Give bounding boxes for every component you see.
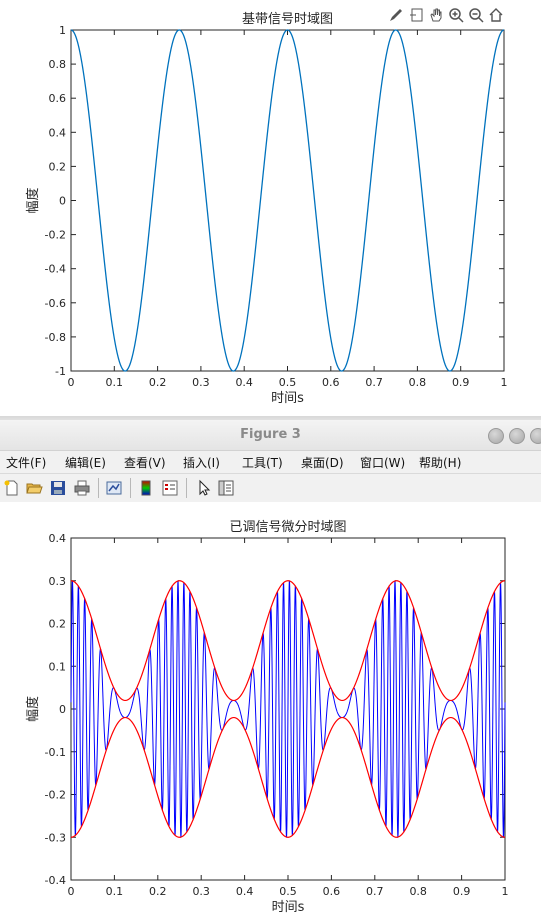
save-icon[interactable] <box>48 478 68 498</box>
x-tick-label: 0.8 <box>409 885 427 898</box>
y-tick-label: -0.2 <box>45 789 66 802</box>
x-tick-label: 0.4 <box>236 885 254 898</box>
y-axis-label: 幅度 <box>25 696 41 722</box>
x-tick-label: 0 <box>68 376 75 389</box>
x-tick-label: 0.5 <box>279 885 297 898</box>
toolbar-separator <box>98 478 99 498</box>
x-tick-label: 0.3 <box>192 885 210 898</box>
y-tick-label: 0.1 <box>49 660 67 673</box>
x-tick-label: 0 <box>68 885 75 898</box>
y-tick-label: -0.4 <box>45 263 66 276</box>
property-editor-icon[interactable] <box>216 478 236 498</box>
y-tick-label: -0.8 <box>45 331 66 344</box>
x-axis-label: 时间s <box>272 900 305 915</box>
upper-envelope-line <box>70 580 506 702</box>
baseband-series-line <box>70 29 505 372</box>
window-titlebar[interactable]: Figure 3 <box>0 420 541 451</box>
figure-toolbar <box>0 473 541 503</box>
zoom-out-icon[interactable] <box>467 6 485 24</box>
zoom-in-icon[interactable] <box>447 6 465 24</box>
y-tick-label: -0.2 <box>45 229 66 242</box>
colorbar-icon[interactable] <box>136 478 156 498</box>
toolbar-separator <box>186 478 187 498</box>
menu-tools[interactable]: 工具(T) <box>242 456 283 470</box>
x-tick-label: 0.4 <box>235 376 253 389</box>
pan-hand-icon[interactable] <box>427 6 445 24</box>
x-tick-label: 0.9 <box>453 885 471 898</box>
y-tick-label: -0.6 <box>45 297 66 310</box>
link-plot-icon[interactable] <box>104 478 124 498</box>
x-tick-label: 0.6 <box>322 376 340 389</box>
y-tick-label: -1 <box>55 365 66 378</box>
y-tick-label: 0 <box>59 195 66 208</box>
y-tick-label: 0.8 <box>49 58 67 71</box>
y-tick-label: 0.4 <box>49 126 67 139</box>
x-tick-label: 0.2 <box>149 376 167 389</box>
chart-title: 已调信号微分时域图 <box>229 520 346 535</box>
y-tick-label: 0.3 <box>49 575 67 588</box>
chart-title: 基带信号时域图 <box>242 12 333 27</box>
x-tick-label: 0.9 <box>452 376 470 389</box>
y-tick-label: -0.3 <box>45 831 66 844</box>
menu-window[interactable]: 窗口(W) <box>360 456 406 470</box>
modulated-derivative-chart: 0 0.1 0.2 0.3 0.4 0.5 0.6 0.7 0.8 0.9 1 -0.4 -0.3 -0.… <box>25 520 509 915</box>
y-tick-label: 0.2 <box>49 160 67 173</box>
menu-desktop[interactable]: 桌面(D) <box>301 456 344 470</box>
axes-box <box>70 29 505 372</box>
figure-baseband: 0 0.1 0.2 0.3 0.4 0.5 0.6 0.7 0.8 0.9 1 -1 -0.8 -0.6 -… <box>0 0 541 418</box>
axes-toolbar <box>387 6 505 24</box>
x-tick-label: 0.6 <box>323 885 341 898</box>
x-tick-label: 1 <box>502 885 509 898</box>
home-icon[interactable] <box>487 6 505 24</box>
new-figure-icon[interactable] <box>2 478 22 498</box>
y-tick-label: 0.4 <box>49 532 67 545</box>
minimize-button[interactable] <box>488 428 504 444</box>
x-tick-label: 0.8 <box>409 376 427 389</box>
open-file-icon[interactable] <box>24 478 44 498</box>
x-tick-label: 0.2 <box>149 885 167 898</box>
menu-view[interactable]: 查看(V) <box>124 456 166 470</box>
menu-help[interactable]: 帮助(H) <box>419 456 462 470</box>
x-tick-label: 0.3 <box>192 376 210 389</box>
y-tick-label: 0 <box>59 703 66 716</box>
data-cursor-icon[interactable] <box>407 6 425 24</box>
edit-arrow-icon[interactable] <box>194 478 214 498</box>
y-tick-label: -0.1 <box>45 746 66 759</box>
y-tick-label: -0.4 <box>45 874 66 887</box>
menu-bar: 文件(F) 编辑(E) 查看(V) 插入(I) 工具(T) 桌面(D) 窗口(W… <box>0 451 541 473</box>
figure-3-canvas: 0 0.1 0.2 0.3 0.4 0.5 0.6 0.7 0.8 0.9 1 -0.4 -0.3 -0.… <box>0 502 541 919</box>
x-tick-label: 0.1 <box>106 885 124 898</box>
toolbar-separator <box>130 478 131 498</box>
y-tick-label: 1 <box>59 24 66 37</box>
y-tick-label: 0.6 <box>49 92 67 105</box>
y-axis-label: 幅度 <box>25 187 41 213</box>
legend-icon[interactable] <box>160 478 180 498</box>
x-tick-label: 1 <box>501 376 508 389</box>
figure-3-window: Figure 3 文件(F) 编辑(E) 查看(V) 插入(I) 工具(T) 桌… <box>0 420 541 919</box>
menu-insert[interactable]: 插入(I) <box>183 456 220 470</box>
maximize-button[interactable] <box>509 428 525 444</box>
print-icon[interactable] <box>72 478 92 498</box>
x-tick-label: 0.5 <box>279 376 297 389</box>
brush-icon[interactable] <box>387 6 405 24</box>
x-tick-label: 0.7 <box>365 376 383 389</box>
baseband-chart: 0 0.1 0.2 0.3 0.4 0.5 0.6 0.7 0.8 0.9 1 -1 -0.8 -0.6 -… <box>25 12 508 406</box>
close-button[interactable] <box>530 428 541 444</box>
x-tick-label: 0.7 <box>366 885 384 898</box>
x-axis-label: 时间s <box>271 391 304 406</box>
menu-edit[interactable]: 编辑(E) <box>65 456 106 470</box>
x-tick-label: 0.1 <box>106 376 124 389</box>
menu-file[interactable]: 文件(F) <box>6 456 47 470</box>
window-title: Figure 3 <box>240 427 301 442</box>
y-tick-label: 0.2 <box>49 618 67 631</box>
lower-envelope-line <box>70 716 506 838</box>
